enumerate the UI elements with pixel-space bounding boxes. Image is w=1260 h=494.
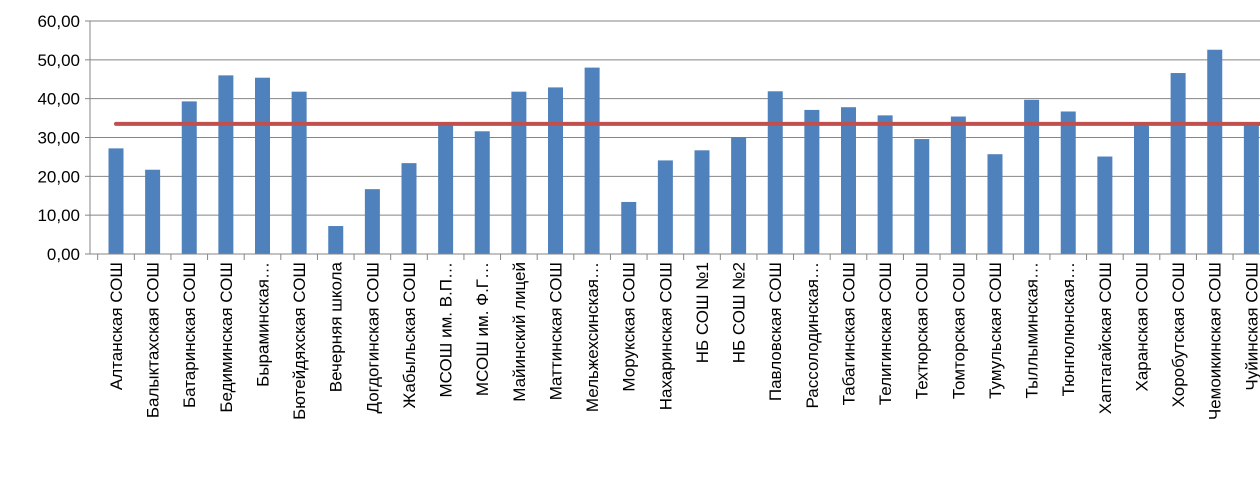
bar bbox=[914, 139, 930, 254]
bar bbox=[950, 116, 966, 254]
x-category-label: Мельжехсинская… bbox=[583, 262, 602, 412]
x-category-label: Вечерняя школа bbox=[327, 261, 346, 392]
bar bbox=[291, 91, 307, 254]
x-category-label: МСОШ им. Ф.Г… bbox=[473, 262, 492, 396]
y-tick-label: 60,00 bbox=[37, 12, 80, 31]
bar bbox=[621, 201, 637, 254]
x-category-label: Тыллыминская… bbox=[1023, 262, 1042, 398]
bar bbox=[1060, 111, 1076, 255]
x-category-label: Чуйинская СОШ bbox=[1242, 262, 1260, 391]
x-category-label: Тюнгюлюнская… bbox=[1059, 262, 1078, 396]
bar bbox=[328, 226, 344, 254]
x-category-label: Томторская СОШ bbox=[949, 262, 968, 399]
x-category-label: Техтюрская СОШ bbox=[913, 262, 932, 399]
x-category-label: Телигинская СОШ bbox=[876, 262, 895, 405]
bar bbox=[1243, 123, 1259, 255]
y-tick-label: 30,00 bbox=[37, 129, 80, 148]
x-category-label: НБ СОШ №1 bbox=[693, 262, 712, 363]
bar bbox=[1097, 156, 1113, 254]
x-category-label: Батаринская СОШ bbox=[180, 262, 199, 408]
bar bbox=[767, 91, 783, 254]
x-category-label: Табагинская СОШ bbox=[839, 262, 858, 405]
bar bbox=[1133, 123, 1149, 255]
x-category-label: Догдогинская СОШ bbox=[363, 262, 382, 413]
x-category-label: МСОШ им. В.П… bbox=[437, 262, 456, 398]
bar bbox=[401, 163, 417, 254]
x-category-label: НБ СОШ №2 bbox=[730, 262, 749, 363]
x-category-label: Алтанская СОШ bbox=[107, 262, 126, 390]
x-category-label: Быраминская… bbox=[253, 262, 272, 387]
y-tick-label: 10,00 bbox=[37, 206, 80, 225]
bar bbox=[1207, 49, 1223, 255]
x-category-label: Морукская СОШ bbox=[620, 262, 639, 392]
x-category-label: Нахаринская СОШ bbox=[656, 262, 675, 410]
bar bbox=[1024, 99, 1040, 254]
bar bbox=[181, 101, 197, 254]
x-axis-category-labels: Алтанская СОШ Балыктахская СОШ Батаринская… bbox=[107, 261, 1260, 420]
x-category-label: Балыктахская СОШ bbox=[144, 262, 163, 418]
x-category-label: Хоробутская СОШ bbox=[1169, 262, 1188, 407]
x-category-label: Рассолодинская… bbox=[803, 262, 822, 408]
y-tick-label: 50,00 bbox=[37, 51, 80, 70]
x-category-label: Павловская СОШ bbox=[766, 262, 785, 401]
x-category-label: Жабыльская СОШ bbox=[400, 262, 419, 408]
bar bbox=[438, 123, 454, 255]
bar bbox=[840, 107, 856, 255]
bar bbox=[987, 154, 1003, 254]
y-axis-tick-labels: 0,00 10,00 20,00 30,00 40,00 50,00 60,00 bbox=[37, 12, 80, 264]
x-category-label: Чемоикинская СОШ bbox=[1206, 262, 1225, 420]
bar bbox=[1170, 73, 1186, 254]
x-category-label: Бедиминская СОШ bbox=[217, 262, 236, 413]
axes bbox=[85, 20, 1260, 260]
x-category-label: Бютейдяхская СОШ bbox=[290, 262, 309, 420]
x-category-label: Майинский лицей bbox=[510, 262, 529, 402]
bar bbox=[254, 77, 270, 255]
bar bbox=[364, 189, 380, 254]
bar bbox=[804, 109, 820, 254]
x-category-label: Маттинская СОШ bbox=[546, 262, 565, 400]
bar bbox=[511, 91, 527, 254]
bar bbox=[108, 148, 124, 254]
bar-series bbox=[108, 49, 1259, 255]
y-tick-label: 20,00 bbox=[37, 167, 80, 186]
bar bbox=[547, 87, 563, 254]
bar bbox=[218, 75, 234, 254]
bar bbox=[877, 115, 893, 255]
bar bbox=[145, 169, 161, 254]
y-tick-label: 0,00 bbox=[47, 245, 80, 264]
x-category-label: Хаптагайская СОШ bbox=[1096, 262, 1115, 414]
bar bbox=[584, 67, 600, 254]
x-category-label: Тумульская СОШ bbox=[986, 262, 1005, 399]
bar bbox=[731, 137, 747, 254]
bar bbox=[474, 131, 490, 254]
x-category-label: Харанская СОШ bbox=[1132, 262, 1151, 392]
bar bbox=[657, 160, 673, 254]
bar bbox=[694, 150, 710, 254]
y-tick-label: 40,00 bbox=[37, 90, 80, 109]
